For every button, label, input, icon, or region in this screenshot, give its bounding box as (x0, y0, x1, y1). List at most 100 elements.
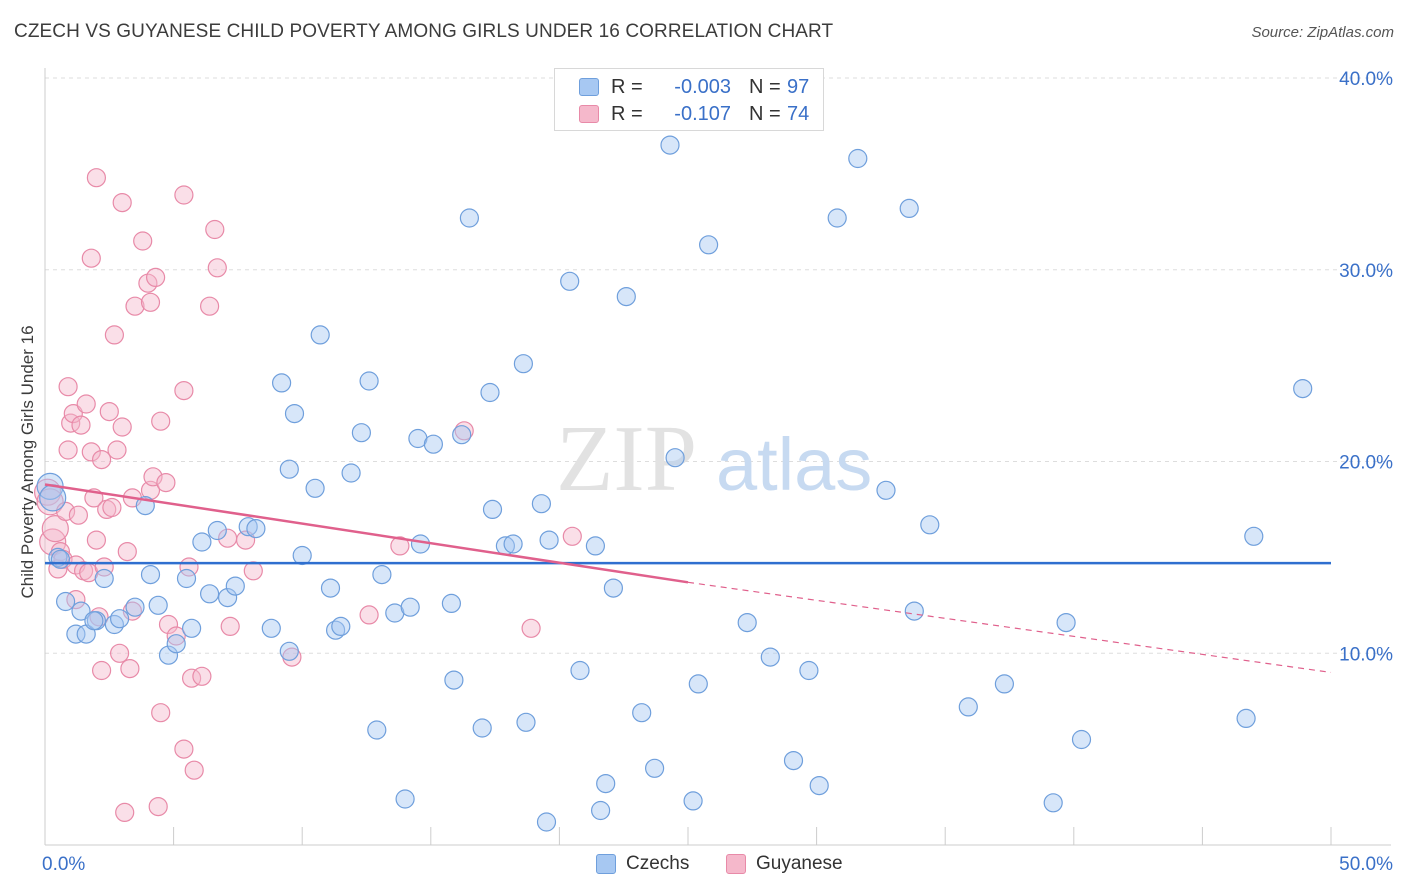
guyanese-point (86, 530, 107, 550)
guyanese-point (158, 614, 179, 635)
x-tick-label-min: 0.0% (42, 854, 85, 875)
czech-point (200, 584, 220, 604)
guyanese-point (192, 666, 212, 686)
czech-point (585, 536, 606, 556)
czech-point (1293, 379, 1313, 399)
guyanese-point (86, 168, 107, 188)
guyanese-point (81, 442, 101, 462)
czech-point (176, 568, 197, 589)
legend-n-label: N = (749, 102, 781, 125)
axes (44, 68, 1391, 846)
czech-point (94, 568, 114, 589)
czech-point (351, 423, 371, 443)
czech-point (1236, 708, 1256, 729)
legend-r-label: R = (611, 102, 643, 125)
czech-point (737, 612, 757, 633)
watermark-atlas: atlas (716, 423, 872, 506)
guyanese-point (138, 273, 158, 293)
czech-point (683, 791, 703, 811)
czech-point (1056, 612, 1076, 633)
czech-point (50, 549, 71, 569)
czech-point (372, 564, 392, 585)
guyanese-point (115, 802, 135, 823)
bottom-legend-label-czechs: Czechs (626, 853, 690, 874)
czech-point (513, 354, 534, 374)
czech-point (590, 800, 611, 821)
czech-point (104, 614, 125, 635)
czech-point (596, 773, 616, 794)
guyanese-point (359, 605, 379, 625)
bottom-legend-label-guyanese: Guyanese (756, 853, 843, 874)
guyanese-point (63, 404, 83, 424)
watermark: ZIP atlas (556, 407, 872, 511)
czech-point (958, 697, 978, 717)
watermark-zip: ZIP (556, 407, 697, 511)
legend-r-value: -0.003 (674, 75, 731, 98)
guyanese-point (107, 440, 127, 460)
czech-point (632, 703, 652, 723)
tick-labels: 10.0% 20.0% 30.0% 40.0% 0.0% 50.0% (42, 69, 1393, 875)
czech-point (279, 641, 299, 661)
y-tick-label: 10.0% (1339, 644, 1393, 665)
czech-point (71, 601, 91, 621)
czech-point (310, 325, 330, 345)
czech-point (472, 718, 492, 738)
guyanese-point (151, 411, 171, 431)
guyanese-point (174, 381, 194, 401)
guyanese-point (120, 658, 140, 679)
czech-point (182, 618, 202, 638)
czech-point (560, 271, 580, 291)
czech-point (570, 660, 590, 681)
czech-point (246, 518, 266, 539)
czech-point (899, 198, 919, 218)
czech-point (603, 578, 624, 598)
czech-point (207, 520, 227, 541)
guyanese-point (125, 296, 145, 316)
czech-point (320, 578, 341, 598)
guyanese-point (220, 616, 240, 637)
guyanese-point (76, 394, 96, 414)
legend-n-value: 74 (787, 102, 810, 125)
legend-n-label: N = (749, 75, 781, 98)
czech-point (503, 534, 523, 554)
czech-point (192, 532, 212, 552)
bottom-legend-czechs[interactable]: Czechs (596, 852, 689, 876)
czech-point (284, 404, 305, 424)
guyanese-point (58, 440, 78, 460)
czech-point (698, 235, 719, 255)
guyanese-point (390, 536, 410, 556)
guyanese-point (91, 450, 112, 470)
czech-point (665, 448, 685, 468)
guyanese-point (91, 660, 112, 681)
czech-point (305, 478, 325, 498)
bottom-legend-swatch-czechs (596, 854, 616, 874)
czech-point (326, 620, 346, 640)
czech-point (452, 425, 472, 445)
czech-point (644, 758, 665, 778)
czech-point (441, 593, 461, 614)
guyanese-point (562, 526, 582, 546)
guyanese-point (58, 377, 78, 397)
bottom-legend-guyanese[interactable]: Guyanese (726, 852, 843, 876)
czech-point (272, 373, 292, 393)
guyanese-point (102, 497, 122, 518)
y-tick-label: 30.0% (1339, 261, 1393, 282)
guyanese-point (166, 626, 186, 646)
czech-point (367, 720, 387, 740)
guyanese-point (205, 219, 225, 240)
legend-row-czechs: R = -0.003 N = 97 (579, 75, 809, 99)
guyanese-point (68, 505, 89, 525)
guyanese-point (151, 703, 171, 723)
guyanese-point (184, 760, 204, 780)
czech-point (539, 530, 559, 550)
czech-points (36, 135, 1313, 832)
guyanese-point (104, 325, 125, 345)
guyanese-point (243, 561, 263, 581)
guyanese-point (112, 417, 132, 437)
czech-point (876, 480, 896, 500)
czech-point (1043, 793, 1063, 813)
correlation-legend: R = -0.003 N = 97 R = -0.107 N = 74 (554, 68, 824, 131)
trend-lines (44, 483, 1332, 674)
chart-title: CZECH VS GUYANESE CHILD POVERTY AMONG GI… (14, 21, 834, 42)
